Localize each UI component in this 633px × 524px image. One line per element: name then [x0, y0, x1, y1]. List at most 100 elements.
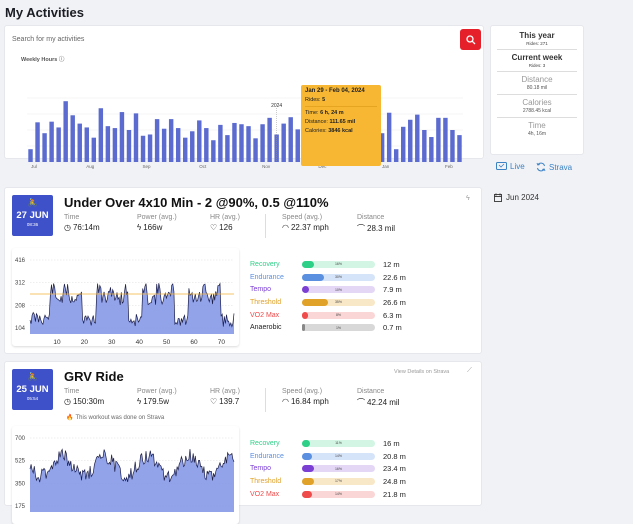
y-tick: 416 — [15, 258, 26, 264]
live-link[interactable]: Live — [496, 162, 525, 171]
zone-row: Endurance 14% 20.8 m — [250, 450, 450, 463]
zone-pct: 35% — [334, 300, 342, 305]
weekly-bar[interactable] — [408, 119, 413, 162]
power-chart[interactable]: 700 525 350 175 — [12, 426, 239, 524]
weekly-bar[interactable] — [35, 122, 40, 162]
weekly-bar[interactable] — [84, 127, 89, 162]
zone-row: Anaerobic 1% 0.7 m — [250, 321, 450, 334]
stats-card: This year Rides: 271 Current week Rides:… — [490, 25, 584, 155]
weekly-bar[interactable] — [49, 121, 54, 162]
flame-icon: 🔥 — [66, 415, 74, 421]
activity-title[interactable]: Under Over 4x10 Min - 2 @90%, 0.5 @110% — [64, 195, 329, 210]
weekly-bar[interactable] — [288, 117, 293, 162]
weekly-bar[interactable] — [183, 137, 188, 162]
weekly-bar[interactable] — [211, 140, 216, 162]
speedometer-icon: ◠ — [282, 397, 289, 406]
weekly-bar[interactable] — [429, 137, 434, 162]
zone-row: Tempo 10% 7.9 m — [250, 283, 450, 296]
zone-name: Tempo — [250, 286, 272, 294]
strava-sync-link[interactable]: Strava — [536, 162, 572, 172]
clock-icon: ◷ — [64, 397, 71, 406]
zone-pct: 16% — [334, 262, 342, 267]
weekly-bar[interactable] — [190, 131, 195, 162]
weekly-bar[interactable] — [415, 114, 420, 162]
power-chart[interactable]: 416 312 208 104 10 20 30 40 50 60 70 — [12, 248, 239, 346]
weekly-bar[interactable] — [197, 120, 202, 162]
weekly-bar[interactable] — [154, 119, 160, 162]
weekly-bar[interactable] — [267, 117, 272, 162]
power-source-icon: ϟ — [466, 195, 470, 202]
distance-value: 80.18 mil — [526, 85, 548, 91]
weekly-bar[interactable] — [386, 112, 392, 162]
month-filter[interactable]: Jun 2024 — [494, 193, 539, 202]
zone-pct: 14% — [334, 454, 342, 459]
weekly-bar[interactable] — [161, 128, 167, 162]
clock-icon: ◷ — [64, 223, 71, 232]
weekly-bar[interactable] — [393, 149, 399, 162]
weekly-bar[interactable] — [204, 128, 209, 162]
weekly-bar[interactable] — [295, 129, 300, 162]
weekly-bar[interactable] — [225, 135, 230, 162]
weekly-bar[interactable] — [28, 149, 33, 162]
y-tick: 104 — [15, 326, 26, 332]
weekly-bar[interactable] — [450, 130, 455, 162]
zone-pct: 8% — [335, 313, 342, 318]
weekly-bar[interactable] — [56, 127, 61, 162]
activity-card[interactable]: 🚴 27 JUN 08:36 Under Over 4x10 Min - 2 @… — [4, 187, 482, 354]
weekly-bar[interactable] — [218, 124, 223, 162]
weekly-bar[interactable] — [133, 113, 139, 162]
tooltip-rides: Rides: 5 — [305, 97, 377, 103]
weekly-bar[interactable] — [98, 108, 104, 162]
metric-speed-label: Speed (avg.) — [282, 388, 323, 395]
zone-bar: 35% — [302, 298, 375, 306]
weekly-bar[interactable] — [112, 128, 118, 162]
weekly-bar[interactable] — [175, 128, 181, 162]
zone-bar: 16% — [302, 465, 375, 473]
search-input[interactable]: Search for my activities — [12, 36, 85, 43]
tooltip-rides-value: 5 — [322, 97, 326, 103]
zone-fill — [302, 452, 313, 460]
weekly-bar[interactable] — [63, 101, 68, 162]
weekly-bar[interactable] — [260, 124, 265, 162]
weekly-bar[interactable] — [168, 119, 174, 162]
weekly-bar[interactable] — [401, 126, 406, 162]
weekly-bar[interactable] — [436, 117, 441, 162]
power-line — [29, 282, 235, 328]
weekly-bar[interactable] — [379, 133, 385, 162]
weekly-hours-chart[interactable]: 2024JulAugSepOctNovDecJanFebMayJun — [21, 70, 481, 174]
weekly-bar[interactable] — [70, 115, 75, 162]
weekly-bar[interactable] — [42, 133, 47, 162]
metric-distance-label: Distance — [357, 214, 385, 221]
weekly-bar[interactable] — [105, 126, 111, 162]
page-title: My Activities — [5, 5, 84, 20]
view-details-link[interactable]: View Details on Strava — [394, 369, 450, 375]
activity-clock: 08:36 — [26, 222, 39, 227]
tooltip-time-label: Time: — [305, 110, 319, 116]
route-icon: ⌒ — [357, 398, 365, 407]
weekly-bar[interactable] — [147, 134, 153, 162]
activity-title[interactable]: GRV Ride — [64, 369, 124, 384]
weekly-bar[interactable] — [246, 126, 251, 162]
weekly-bar[interactable] — [239, 124, 244, 162]
tooltip-time-value: 6 h, 24 m — [320, 110, 344, 116]
weekly-bar[interactable] — [77, 123, 82, 162]
weekly-bar[interactable] — [253, 138, 258, 162]
weekly-bar[interactable] — [281, 123, 286, 162]
weekly-bar[interactable] — [119, 112, 125, 162]
weekly-hours-card: Search for my activities Weekly Hours ⓘ … — [4, 25, 484, 169]
y-tick: 525 — [15, 459, 26, 465]
weekly-bar[interactable] — [422, 130, 427, 162]
activity-card[interactable]: 🚴 25 JUN 05:54 GRV Ride View Details on … — [4, 361, 482, 524]
search-button[interactable] — [460, 29, 481, 50]
weekly-x-label: Jan — [382, 164, 390, 169]
weekly-bar[interactable] — [457, 135, 462, 162]
metric-speed: Speed (avg.) ◠ 22.37 mph — [282, 214, 329, 232]
zone-time: 20.8 m — [383, 451, 406, 461]
weekly-bar[interactable] — [232, 122, 237, 162]
weekly-bar[interactable] — [91, 137, 97, 162]
weekly-bar[interactable] — [140, 135, 146, 162]
weekly-bar[interactable] — [443, 117, 448, 162]
weekly-bar[interactable] — [126, 130, 132, 162]
zone-time: 12 m — [383, 259, 400, 269]
x-tick: 10 — [53, 339, 61, 346]
